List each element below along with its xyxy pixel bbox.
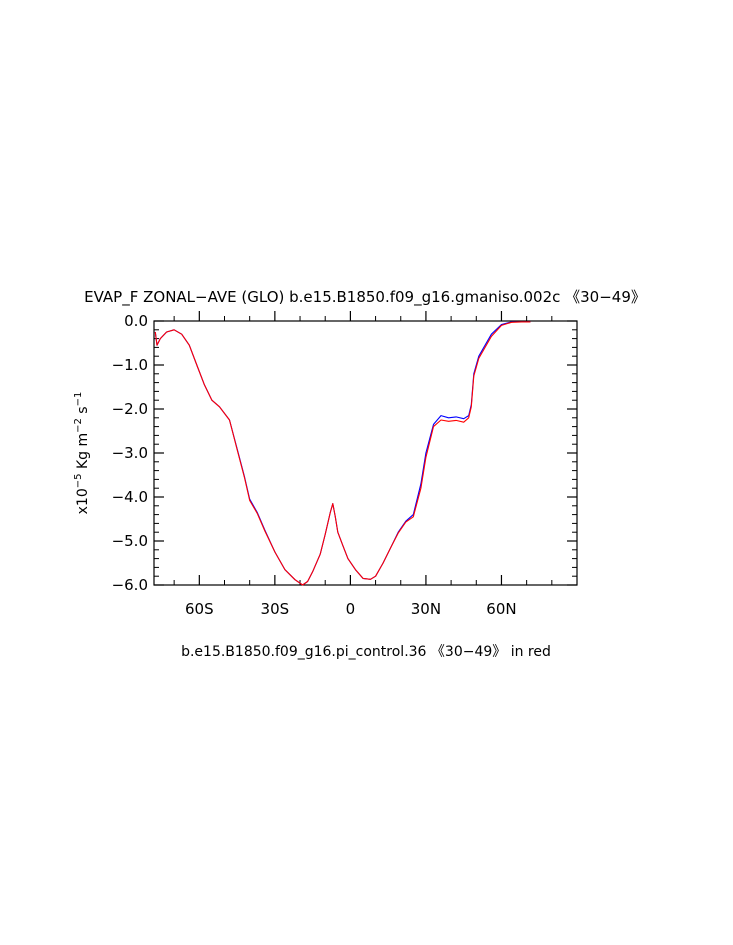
x-tick-label: 0 (346, 600, 356, 618)
x-tick-label: 60S (185, 600, 214, 618)
y-tick-label: −3.0 (112, 444, 148, 462)
y-tick-label: −1.0 (112, 356, 148, 374)
y-tick-label: −2.0 (112, 400, 148, 418)
x-tick-label: 30N (411, 600, 441, 618)
y-tick-label: 0.0 (124, 312, 148, 330)
plot-frame (153, 320, 578, 586)
x-tick-label: 60N (486, 600, 516, 618)
y-tick-label: −6.0 (112, 576, 148, 594)
y-tick-labels: 0.0 −1.0 −2.0 −3.0 −4.0 −5.0 −6.0 (112, 312, 148, 594)
ticks-layer (154, 311, 577, 586)
series-layer (154, 321, 531, 586)
y-label-mid2: s (75, 406, 91, 418)
y-tick-label: −4.0 (112, 488, 148, 506)
y-label-mid: Kg m (75, 433, 91, 474)
chart-title: EVAP_F ZONAL−AVE (GLO) b.e15.B1850.f09_g… (84, 288, 646, 307)
x-tick-label: 30S (261, 600, 290, 618)
y-tick-label: −5.0 (112, 532, 148, 550)
y-label-exp1: −5 (73, 474, 84, 489)
chart-subtitle: b.e15.B1850.f09_g16.pi_control.36 《30−49… (181, 644, 551, 660)
series-line-1 (154, 321, 531, 586)
x-tick-labels: 60S 30S 0 30N 60N (185, 600, 517, 618)
y-axis-label: x10−5 Kg m−2 s−1 (73, 392, 91, 515)
y-label-exp3: −1 (73, 392, 84, 407)
y-label-exp2: −2 (73, 418, 84, 433)
y-label-prefix: x10 (75, 488, 91, 514)
